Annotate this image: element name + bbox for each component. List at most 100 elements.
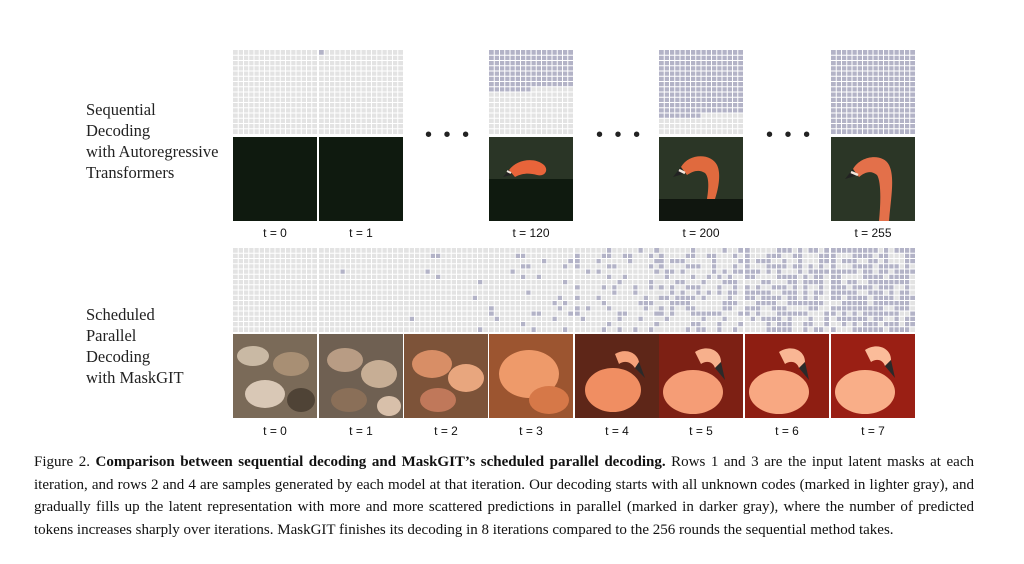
predicted-token — [904, 284, 910, 290]
predicted-token — [802, 279, 808, 285]
predicted-token — [894, 269, 900, 275]
predicted-token — [755, 284, 761, 290]
predicted-token — [575, 305, 581, 311]
predicted-token — [653, 269, 659, 275]
predicted-token — [766, 263, 772, 269]
predicted-token — [690, 295, 696, 301]
parallel-mask-t5 — [659, 248, 743, 332]
predicted-token — [701, 316, 707, 322]
predicted-token — [818, 269, 824, 275]
predicted-token — [766, 290, 772, 296]
predicted-token — [606, 321, 612, 327]
predicted-token — [750, 295, 756, 301]
latent-grid — [319, 248, 403, 332]
predicted-token — [745, 258, 751, 264]
predicted-token — [690, 284, 696, 290]
predicted-token — [808, 279, 814, 285]
predicted-token — [664, 274, 670, 280]
predicted-token — [771, 300, 777, 306]
predicted-token — [606, 263, 612, 269]
predicted-token — [695, 263, 701, 269]
predicted-token — [732, 290, 738, 296]
predicted-token — [627, 253, 633, 259]
predicted-token — [520, 274, 526, 280]
predicted-token — [766, 316, 772, 322]
predicted-token — [585, 305, 591, 311]
predicted-token — [525, 290, 531, 296]
predicted-token — [831, 311, 837, 317]
predicted-token — [878, 274, 884, 280]
predicted-token — [787, 248, 793, 254]
predicted-token — [888, 311, 894, 317]
predicted-token — [648, 253, 654, 259]
predicted-token — [567, 258, 573, 264]
predicted-token — [857, 316, 863, 322]
predicted-token — [562, 263, 568, 269]
latent-grid — [233, 50, 317, 134]
predicted-token — [862, 316, 868, 322]
sequential-mask-t255 — [831, 50, 915, 134]
predicted-token — [771, 305, 777, 311]
parallel-mask-t7 — [831, 248, 915, 332]
predicted-token — [766, 279, 772, 285]
predicted-token — [732, 326, 738, 332]
predicted-token — [802, 300, 808, 306]
predicted-token — [888, 326, 894, 332]
predicted-token — [909, 321, 915, 327]
latent-grid — [745, 248, 829, 332]
predicted-token — [813, 305, 819, 311]
predicted-token — [567, 311, 573, 317]
predicted-token — [690, 263, 696, 269]
latent-grid — [831, 50, 915, 134]
parallel-step-label: t = 6 — [775, 424, 799, 438]
predicted-token — [904, 253, 910, 259]
predicted-token — [732, 269, 738, 275]
predicted-token — [878, 316, 884, 322]
predicted-token — [904, 263, 910, 269]
predicted-token — [669, 269, 675, 275]
predicted-token — [823, 258, 829, 264]
predicted-token — [846, 300, 852, 306]
predicted-token — [653, 311, 659, 317]
predicted-token — [787, 279, 793, 285]
sequential-step-label: t = 0 — [263, 226, 287, 240]
predicted-token — [737, 321, 743, 327]
predicted-token — [836, 295, 842, 301]
predicted-token — [716, 290, 722, 296]
predicted-token — [781, 326, 787, 332]
predicted-token — [862, 305, 868, 311]
predicted-token — [878, 300, 884, 306]
predicted-token — [648, 284, 654, 290]
predicted-token — [797, 263, 803, 269]
predicted-token — [846, 258, 852, 264]
latent-grid — [404, 248, 488, 332]
predicted-token — [883, 258, 889, 264]
predicted-token — [601, 326, 607, 332]
predicted-token — [904, 258, 910, 264]
predicted-token — [808, 248, 814, 254]
label-line: Decoding — [86, 121, 151, 140]
predicted-token — [818, 253, 824, 259]
predicted-token — [873, 295, 879, 301]
predicted-token — [737, 311, 743, 317]
predicted-token — [727, 295, 733, 301]
predicted-token — [711, 311, 717, 317]
predicted-token — [862, 274, 868, 280]
predicted-token — [873, 300, 879, 306]
predicted-token — [653, 248, 659, 254]
predicted-token — [340, 269, 346, 275]
predicted-token — [659, 258, 665, 264]
predicted-token — [836, 269, 842, 275]
sequential-step-label: t = 120 — [512, 226, 550, 240]
predicted-token — [716, 274, 722, 280]
predicted-token — [867, 311, 873, 317]
predicted-token — [659, 284, 665, 290]
predicted-token — [852, 321, 858, 327]
predicted-token — [760, 300, 766, 306]
predicted-token — [536, 311, 542, 317]
predicted-token — [722, 248, 728, 254]
predicted-token — [846, 295, 852, 301]
predicted-token — [531, 311, 537, 317]
predicted-token — [888, 274, 894, 280]
predicted-token — [755, 290, 761, 296]
